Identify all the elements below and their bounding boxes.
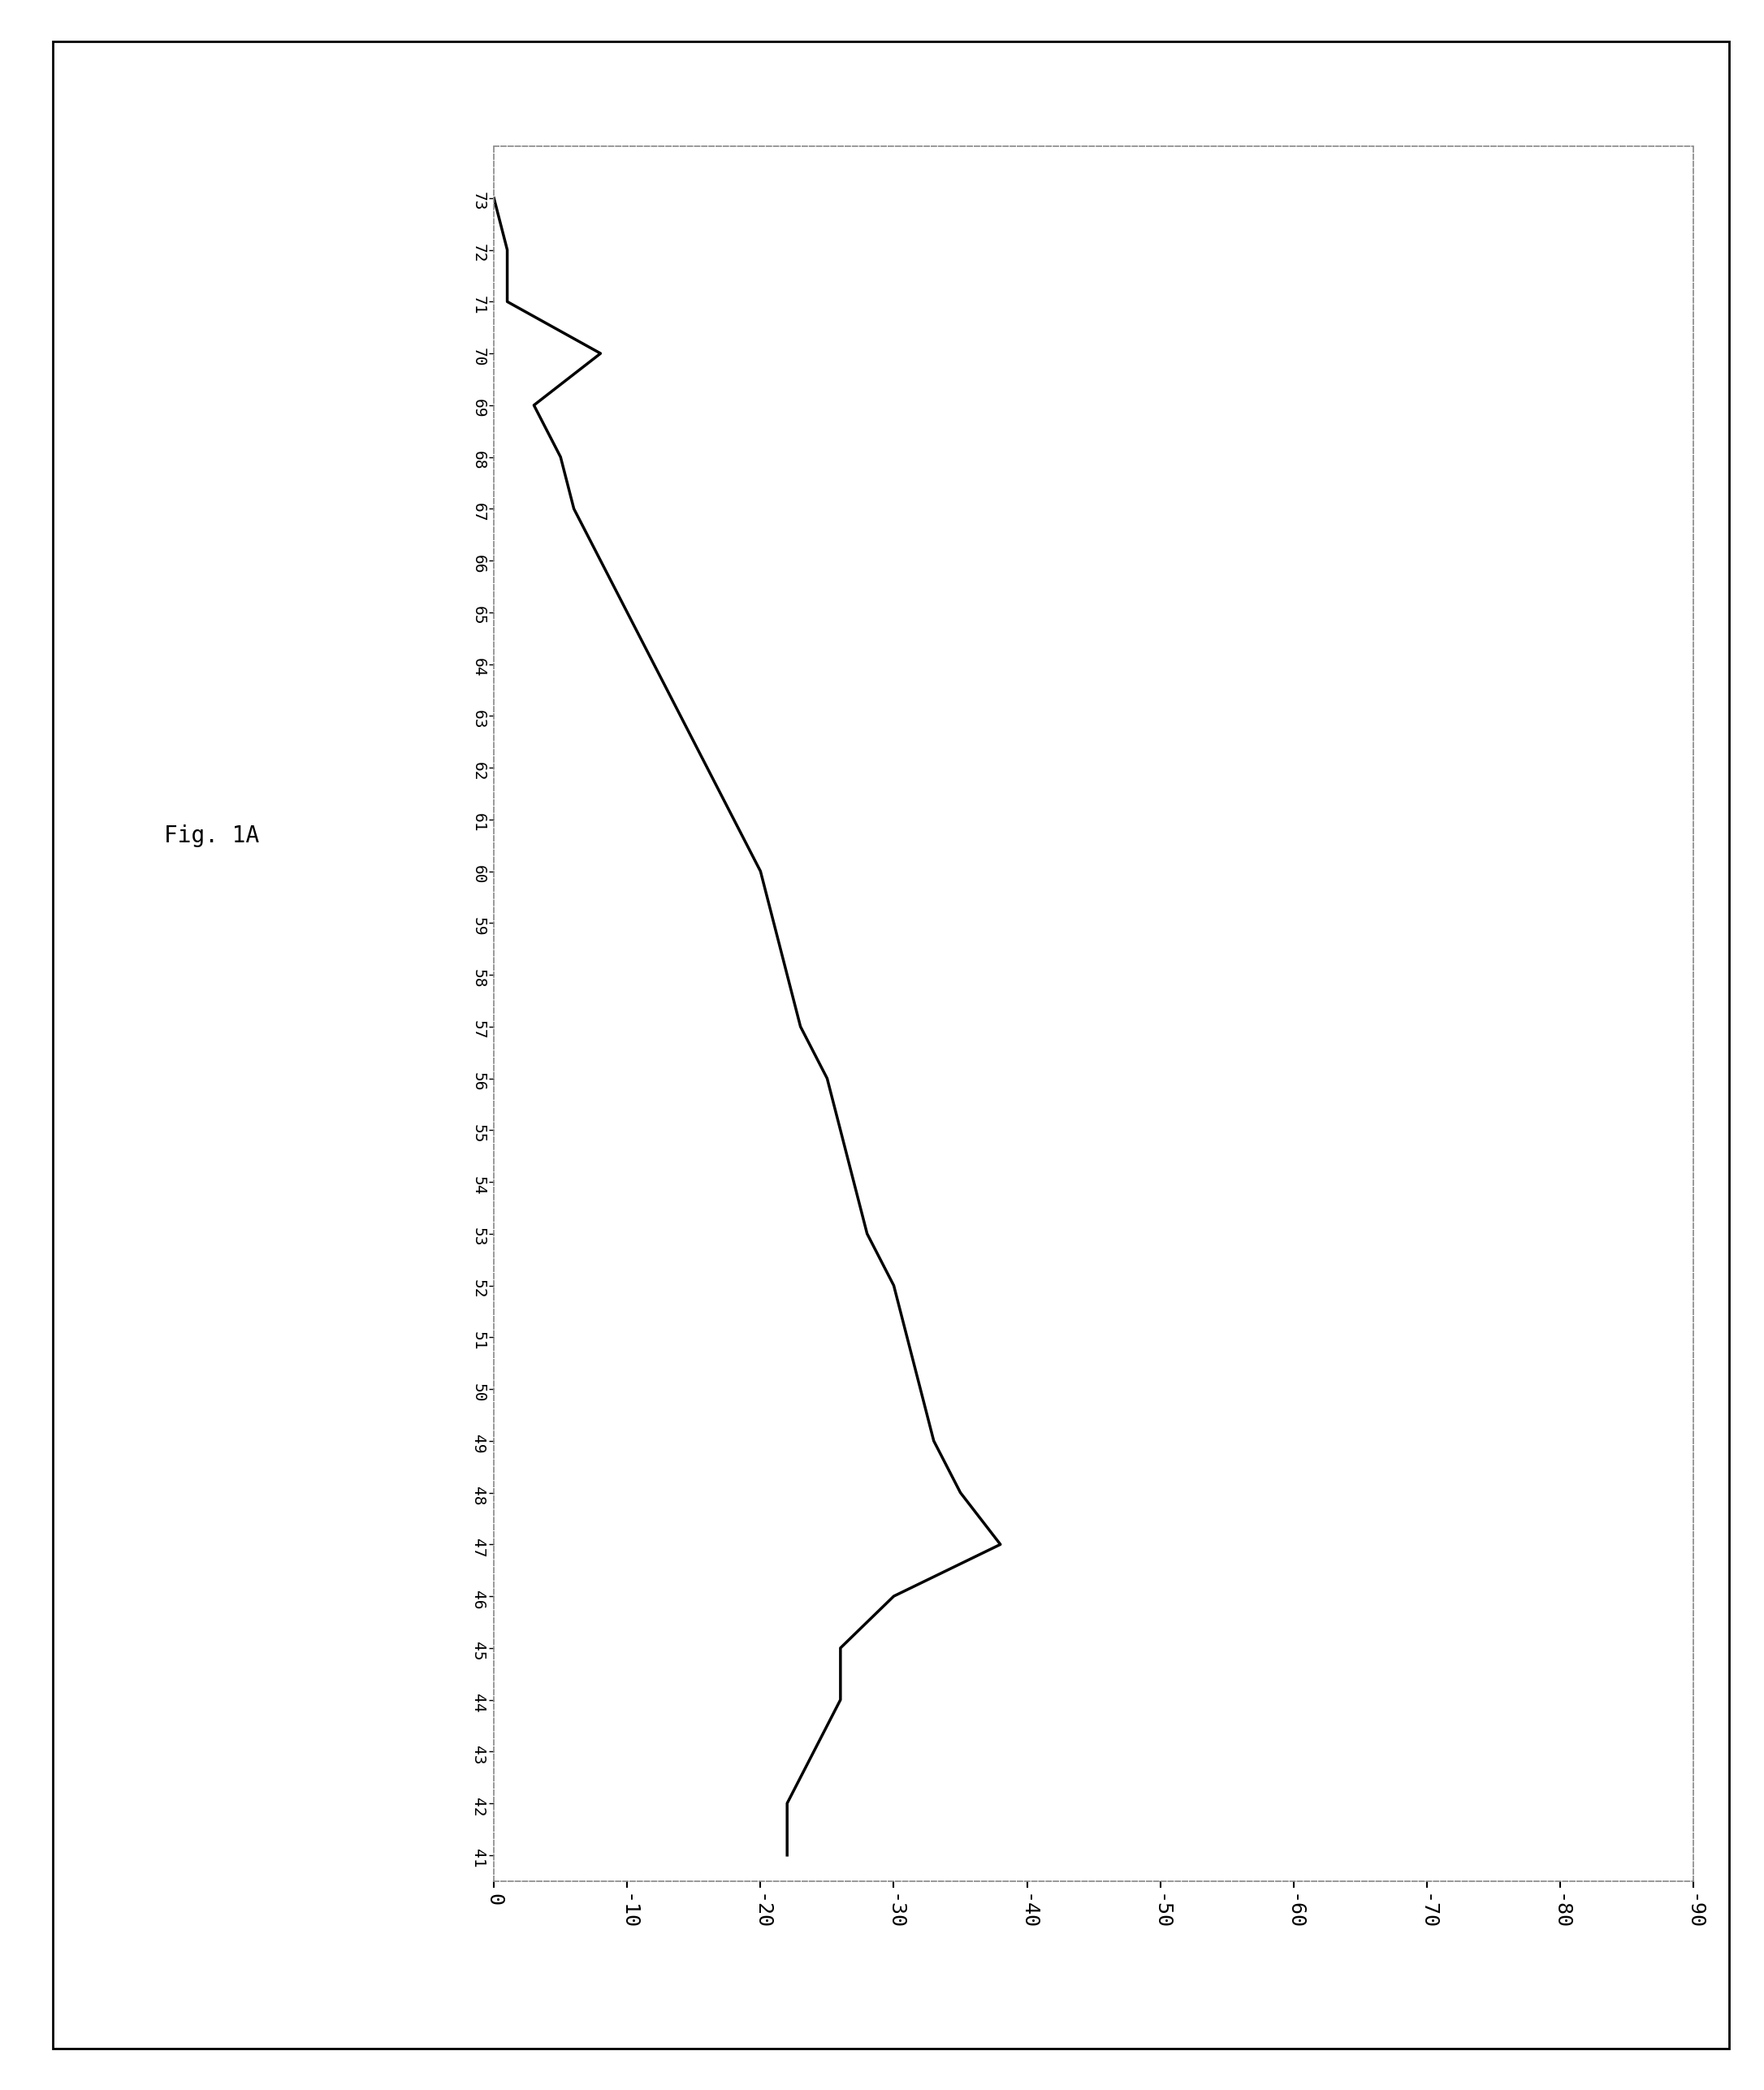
Text: Fig. 1A: Fig. 1A xyxy=(164,826,259,846)
